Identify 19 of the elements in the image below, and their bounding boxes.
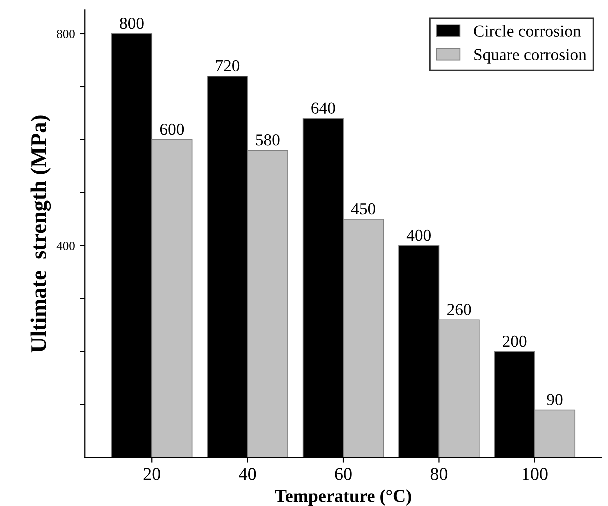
data-label: 400 bbox=[406, 230, 431, 242]
data-label: 800 bbox=[120, 18, 144, 30]
data-label: 90 bbox=[547, 394, 563, 406]
data-label: 200 bbox=[503, 336, 527, 348]
y-axis-title: Ultimate strength (MPa) bbox=[30, 116, 52, 353]
data-label: 450 bbox=[351, 203, 376, 215]
x-axis-title: Temperature (°C) bbox=[275, 490, 412, 506]
x-tick-label: 40 bbox=[239, 468, 256, 480]
data-label: 720 bbox=[216, 60, 240, 72]
x-tick-label: 80 bbox=[430, 468, 448, 480]
x-tick-label: 20 bbox=[144, 468, 160, 480]
data-label: 260 bbox=[448, 304, 472, 316]
legend-label: Square corrosion bbox=[474, 49, 587, 64]
x-tick-label: 100 bbox=[522, 468, 548, 480]
data-label: 640 bbox=[312, 102, 336, 114]
data-label: 600 bbox=[160, 124, 184, 136]
legend-label: Circle corrosion bbox=[474, 25, 582, 37]
x-tick-label: 60 bbox=[335, 468, 352, 480]
data-label: 580 bbox=[256, 134, 280, 146]
